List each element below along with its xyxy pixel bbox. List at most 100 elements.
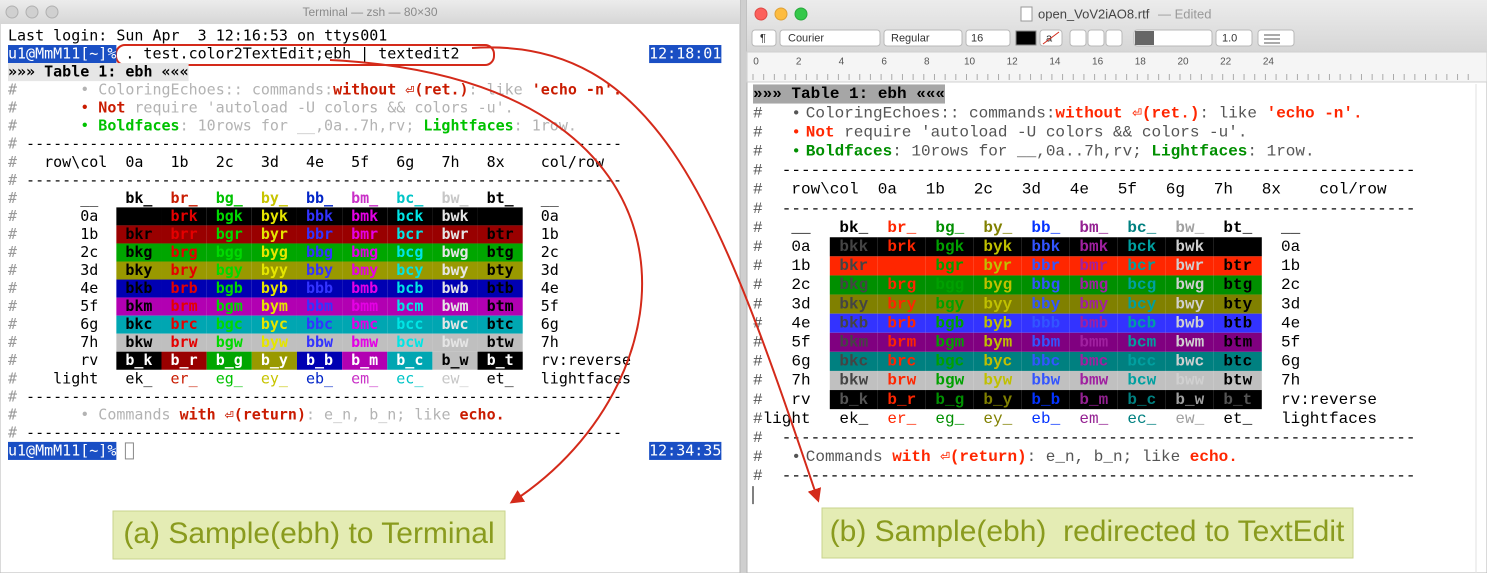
- cell-text: b_w: [441, 351, 469, 369]
- cell-text: bb_: [306, 189, 334, 207]
- comment-mark: #: [753, 334, 763, 352]
- time-bg: [649, 441, 722, 460]
- list-menu[interactable]: [1257, 29, 1295, 47]
- cell-bg: [1021, 256, 1070, 276]
- ruler-number: 6: [881, 57, 887, 68]
- row-end-label: 3d: [1281, 295, 1300, 313]
- comment-text: require 'autoload -U colors && colors -u…: [125, 99, 513, 117]
- font-family-menu[interactable]: [779, 29, 881, 47]
- cell-text: byr: [983, 257, 1012, 275]
- cell-bg: [477, 297, 523, 316]
- cell-text: bkc: [125, 315, 152, 333]
- cell-bg: [296, 333, 343, 352]
- comment-mark: #: [753, 200, 763, 218]
- comment-mark: #: [753, 219, 763, 237]
- zoom-button[interactable]: [794, 7, 808, 21]
- prompt-time: 12:34:35: [649, 441, 721, 459]
- cell-bg: [925, 256, 974, 276]
- underline-button[interactable]: [1105, 29, 1123, 47]
- font-size-field[interactable]: [965, 29, 1011, 47]
- cell-bg: [829, 313, 878, 333]
- cell-bg: [206, 297, 252, 316]
- cell-bg: [161, 351, 207, 370]
- cell-text: bry: [171, 261, 198, 279]
- cell-bg: [251, 351, 297, 370]
- text-color-well[interactable]: [1015, 30, 1037, 46]
- cell-text: brc: [171, 315, 198, 333]
- cell-text: bcg: [1127, 276, 1156, 294]
- comment-text: : like: [469, 81, 532, 99]
- cell-text: bym: [983, 334, 1012, 352]
- cell-bg: [387, 207, 433, 226]
- cell-bg: [829, 256, 878, 276]
- cell-bg: [432, 261, 478, 280]
- cell-text: b_m: [351, 351, 378, 369]
- cell-text: byy: [983, 295, 1012, 313]
- close-button[interactable]: [754, 7, 768, 21]
- row-label: 5f: [791, 334, 810, 352]
- row-label: 1b: [791, 257, 810, 275]
- cell-bg: [1069, 370, 1118, 391]
- comment-mark: #: [753, 467, 763, 485]
- cell-bg: [925, 313, 974, 333]
- italic-button[interactable]: [1087, 29, 1105, 47]
- cell-text: bwc: [441, 315, 468, 333]
- cell-text: bgk: [216, 207, 243, 225]
- cell-text: b_b: [306, 351, 333, 369]
- ruler-number: 2: [796, 57, 802, 68]
- cell-text: bcw: [396, 333, 424, 351]
- cell-text: b_t: [1223, 391, 1252, 409]
- zoom-button[interactable]: [45, 5, 59, 19]
- comment-mark: #: [753, 410, 763, 428]
- font-style-menu[interactable]: [883, 29, 963, 47]
- cell-bg: [296, 225, 343, 244]
- cell-text: bmw: [1079, 372, 1108, 390]
- close-button[interactable]: [5, 5, 19, 19]
- cell-text: byc: [983, 353, 1012, 371]
- row-label: __: [80, 189, 99, 207]
- cell-text: bcm: [1127, 334, 1156, 352]
- cell-bg: [1117, 370, 1166, 391]
- row-end-label: 5f: [541, 297, 559, 315]
- cell-text: bb_: [1031, 219, 1060, 237]
- prompt: u1@MmM11[~]%: [8, 441, 116, 459]
- cell-bg: [206, 207, 252, 226]
- time-bg: [649, 45, 722, 64]
- cell-text: b_b: [1031, 391, 1060, 409]
- cell-text: brr: [171, 225, 198, 243]
- row-label: rv: [80, 351, 98, 369]
- arrows: [329, 46, 822, 504]
- cell-bg: [1069, 237, 1118, 257]
- cell-bg: [206, 243, 252, 262]
- cell-bg: [477, 261, 523, 280]
- cell-text: btr: [1223, 257, 1252, 275]
- minimize-button[interactable]: [25, 5, 39, 19]
- comment-mark: #: [8, 135, 17, 153]
- cell-bg: [1069, 256, 1118, 276]
- cell-text: bmw: [351, 333, 379, 351]
- paragraph-menu[interactable]: [751, 29, 777, 47]
- cell-text: brm: [171, 297, 198, 315]
- cell-text: bwg: [1175, 276, 1204, 294]
- cell-bg: [251, 333, 297, 352]
- cell-text: bkm: [125, 297, 152, 315]
- cell-bg: [342, 333, 388, 352]
- comment-mark: #: [753, 314, 763, 332]
- row-end-label: 4e: [541, 279, 559, 297]
- cell-text: bby: [306, 261, 333, 279]
- cell-bg: [296, 261, 343, 280]
- column-header: 8x: [1262, 181, 1281, 199]
- cell-text: bgr: [216, 225, 243, 243]
- minimize-button[interactable]: [774, 7, 788, 21]
- cell-text: eg_: [935, 410, 964, 428]
- row-end-label: rv:reverse: [1281, 391, 1377, 409]
- spacing-menu[interactable]: [1215, 29, 1253, 47]
- column-header: 3d: [1022, 181, 1041, 199]
- cell-text: bkc: [839, 353, 868, 371]
- cell-bg: [116, 279, 162, 298]
- bold-button[interactable]: [1069, 29, 1087, 47]
- cell-text: bc_: [396, 189, 424, 207]
- cell-bg: [1069, 275, 1118, 295]
- cell-text: bwc: [1175, 353, 1204, 371]
- cell-text: et_: [487, 369, 515, 387]
